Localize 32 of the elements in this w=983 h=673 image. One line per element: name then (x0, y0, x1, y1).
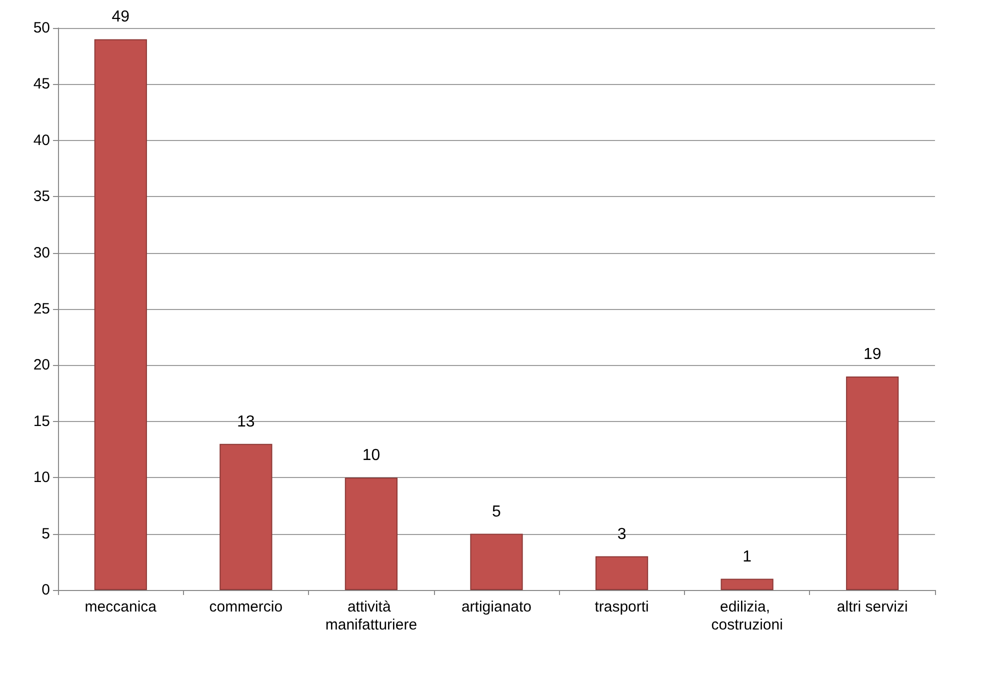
x-tick-label: edilizia, costruzioni (711, 598, 783, 634)
y-tick-label: 45 (33, 76, 50, 93)
y-tick-label: 5 (42, 525, 50, 542)
y-tick-label: 25 (33, 300, 50, 318)
data-label: 3 (617, 526, 626, 543)
x-tick-label: attività manifatturiere (325, 598, 418, 634)
y-tick-label: 35 (33, 188, 50, 206)
bar (470, 534, 523, 590)
x-tick-label: commercio (209, 598, 283, 616)
data-label: 13 (237, 413, 255, 430)
data-label: 10 (362, 447, 380, 464)
x-tick-label: meccanica (84, 598, 158, 616)
bar (220, 444, 272, 590)
y-tick-label: 20 (33, 356, 50, 374)
bar (94, 39, 147, 590)
y-tick-label: 30 (33, 244, 50, 262)
bar (846, 376, 899, 590)
bar (720, 578, 774, 590)
y-tick-label: 15 (33, 412, 50, 430)
data-label: 5 (492, 503, 502, 520)
y-tick-label: 0 (42, 582, 50, 598)
bar (595, 556, 648, 590)
x-tick-label: altri servizi (836, 598, 908, 616)
data-label: 49 (112, 8, 130, 26)
bar (344, 478, 398, 590)
data-label: 1 (742, 548, 752, 566)
x-tick-label: trasporti (594, 598, 649, 616)
x-tick-label: artigianato (461, 598, 532, 616)
y-tick-label: 10 (33, 469, 50, 486)
y-tick-label: 50 (33, 20, 50, 36)
data-label: 19 (863, 346, 882, 363)
y-tick-label: 40 (33, 132, 50, 149)
